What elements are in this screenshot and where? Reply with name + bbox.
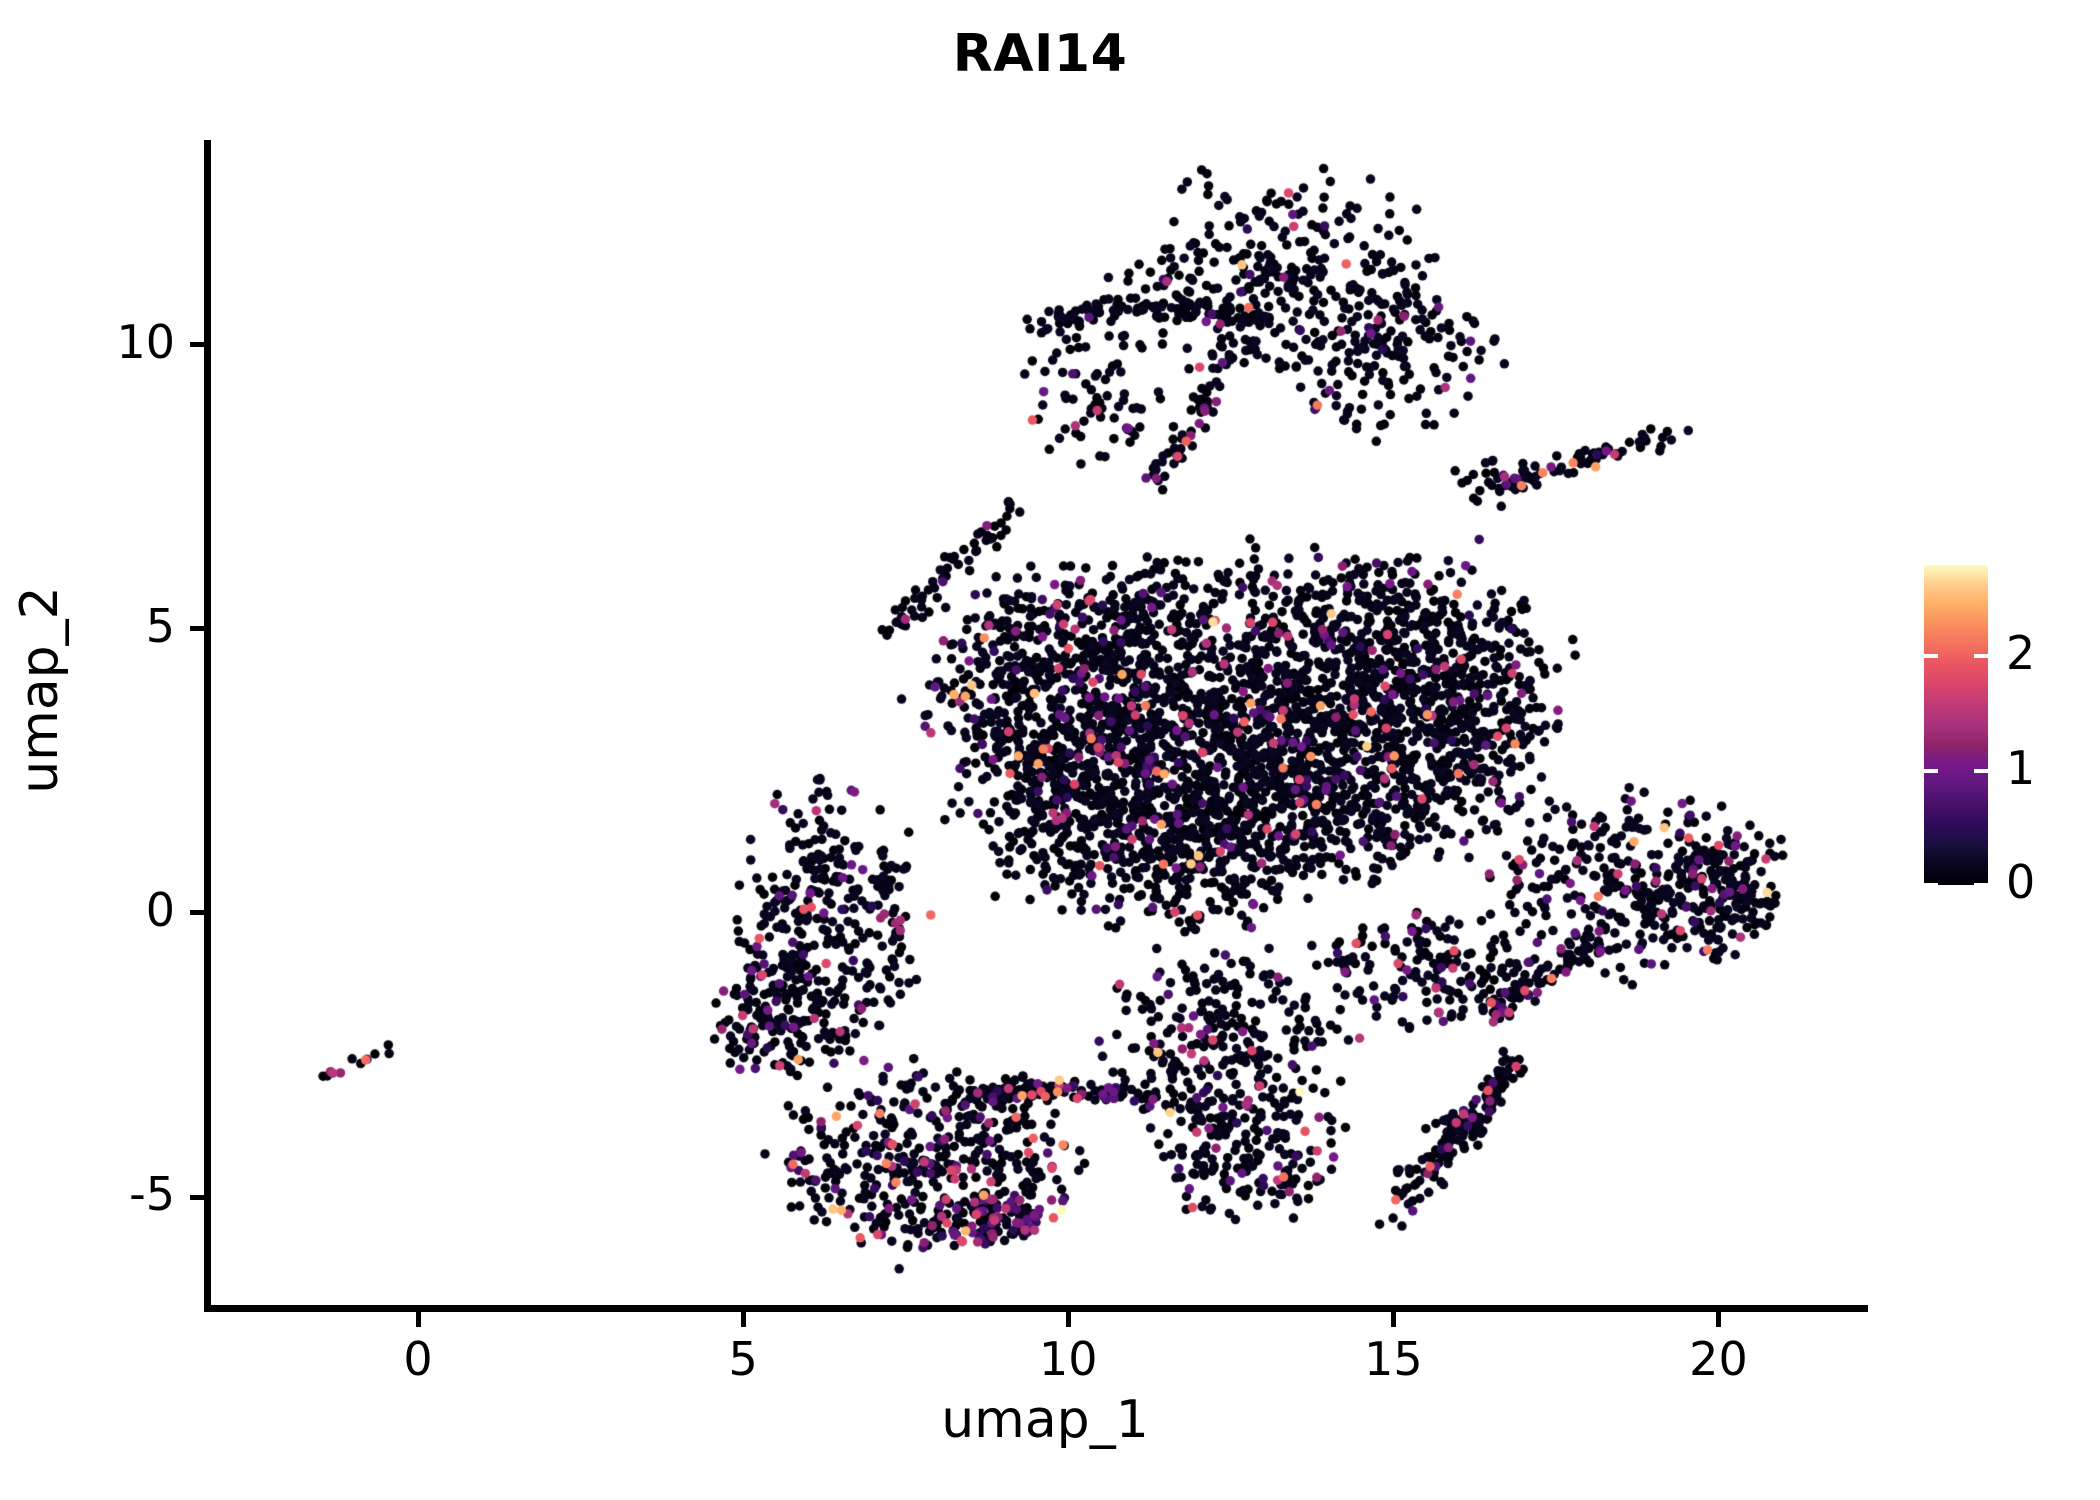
colorbar-tick-label: 0 <box>2006 855 2036 909</box>
x-tick-label: 10 <box>1038 1332 1098 1386</box>
x-tick-label: 0 <box>403 1332 433 1386</box>
x-tick-mark <box>1390 1312 1396 1327</box>
colorbar-gradient <box>1924 565 1988 885</box>
x-tick-label: 15 <box>1364 1332 1423 1386</box>
scatter-plot-axes <box>210 140 1868 1305</box>
x-axis-spine <box>204 1305 1868 1312</box>
y-tick-mark <box>190 1194 205 1200</box>
y-tick-label: 5 <box>145 598 175 653</box>
x-axis-label: umap_1 <box>941 1390 1149 1450</box>
colorbar-tick-mark <box>1924 654 1938 659</box>
x-tick-label: 20 <box>1689 1332 1748 1386</box>
y-axis-spine <box>204 140 211 1312</box>
colorbar-tick-mark <box>1924 768 1938 773</box>
y-tick-label: -5 <box>129 1167 175 1222</box>
colorbar-tick-label: 2 <box>2006 626 2036 681</box>
x-tick-mark <box>1065 1312 1071 1327</box>
x-tick-mark <box>1715 1312 1721 1327</box>
scatter-points-canvas <box>210 140 1868 1305</box>
y-tick-label: 0 <box>145 882 175 937</box>
y-tick-label: 10 <box>116 314 175 369</box>
y-axis-label: umap_2 <box>10 586 70 794</box>
colorbar-tick-mark <box>1974 883 1988 887</box>
colorbar-tick-label: 1 <box>2006 740 2036 795</box>
colorbar-tick-mark <box>1974 768 1988 773</box>
page-title: RAI14 <box>952 24 1128 84</box>
x-tick-mark <box>740 1312 746 1327</box>
y-tick-mark <box>190 910 205 916</box>
colorbar-tick-mark <box>1974 654 1988 659</box>
y-tick-mark <box>190 342 205 348</box>
colorbar <box>1924 565 1988 887</box>
x-tick-mark <box>415 1312 421 1327</box>
x-tick-label: 5 <box>728 1332 758 1386</box>
y-tick-mark <box>190 626 205 632</box>
colorbar-tick-mark <box>1924 883 1938 887</box>
